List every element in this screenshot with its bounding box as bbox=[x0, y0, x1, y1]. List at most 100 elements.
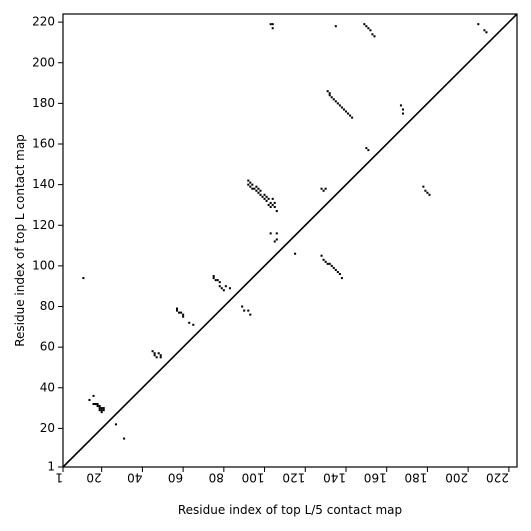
contact-point bbox=[249, 313, 252, 316]
contact-point bbox=[365, 147, 368, 150]
contact-point bbox=[336, 270, 339, 273]
contact-point bbox=[175, 307, 179, 310]
contact-point bbox=[344, 110, 348, 113]
y-tick-label: 220 bbox=[32, 15, 55, 29]
contact-point bbox=[324, 187, 327, 190]
contact-point bbox=[363, 23, 366, 26]
contact-point bbox=[271, 23, 274, 26]
contact-point bbox=[271, 203, 274, 206]
contact-point bbox=[228, 287, 231, 290]
contact-point bbox=[275, 210, 278, 213]
contact-point bbox=[328, 92, 331, 95]
contact-point bbox=[253, 187, 256, 190]
contact-point bbox=[180, 311, 183, 314]
x-tick-label: 80 bbox=[209, 471, 224, 485]
contact-point bbox=[102, 409, 105, 412]
contact-point bbox=[98, 409, 101, 412]
contact-point bbox=[349, 114, 352, 117]
contact-point bbox=[332, 98, 335, 101]
x-tick-label: 200 bbox=[445, 471, 468, 485]
contact-point bbox=[96, 405, 99, 408]
contact-point bbox=[212, 277, 215, 280]
contact-point bbox=[265, 199, 268, 202]
contact-point bbox=[259, 193, 262, 196]
contact-point bbox=[100, 411, 103, 414]
contact-point bbox=[373, 35, 376, 38]
contact-point bbox=[326, 90, 329, 93]
x-tick-label: 100 bbox=[242, 471, 265, 485]
contact-point bbox=[428, 193, 431, 196]
contact-point bbox=[218, 281, 221, 284]
contact-point bbox=[269, 201, 272, 204]
contact-point bbox=[257, 191, 260, 194]
contact-point bbox=[332, 266, 335, 269]
contact-point bbox=[328, 94, 331, 97]
contact-point bbox=[275, 238, 278, 241]
contact-point bbox=[294, 252, 297, 255]
contact-point bbox=[371, 33, 374, 36]
y-tick-label: 200 bbox=[32, 55, 55, 69]
contact-point bbox=[338, 273, 341, 276]
x-tick-label: 40 bbox=[127, 471, 142, 485]
x-tick-label: 120 bbox=[282, 471, 305, 485]
contact-point bbox=[369, 29, 372, 32]
contact-point bbox=[271, 27, 274, 30]
contact-point bbox=[330, 264, 333, 267]
y-tick-label: 160 bbox=[32, 137, 55, 151]
contact-point bbox=[483, 29, 486, 32]
contact-point bbox=[151, 350, 154, 353]
contact-point bbox=[88, 398, 91, 401]
contact-point bbox=[82, 277, 85, 280]
contact-point bbox=[192, 323, 195, 326]
contact-point bbox=[367, 149, 370, 152]
contact-point bbox=[340, 106, 343, 109]
contact-point bbox=[265, 195, 268, 198]
contact-point bbox=[255, 185, 258, 188]
contact-point bbox=[485, 31, 488, 34]
contact-point bbox=[255, 189, 258, 192]
contact-point bbox=[102, 407, 105, 410]
contact-point bbox=[98, 407, 101, 410]
contact-point bbox=[263, 197, 266, 200]
y-axis-label: Residue index of top L contact map bbox=[13, 134, 27, 347]
contact-point bbox=[263, 193, 266, 196]
contact-point bbox=[153, 354, 156, 357]
contact-point bbox=[247, 309, 250, 312]
contact-point bbox=[188, 321, 191, 324]
contact-point bbox=[326, 262, 329, 265]
contact-point bbox=[96, 403, 99, 406]
contact-point bbox=[322, 189, 325, 192]
contact-point bbox=[155, 356, 158, 359]
contact-point bbox=[241, 305, 244, 308]
contact-point bbox=[401, 108, 405, 111]
contact-point bbox=[224, 285, 227, 288]
contact-point bbox=[267, 203, 270, 206]
plot-frame bbox=[62, 13, 518, 468]
contact-point bbox=[251, 183, 254, 186]
x-tick-label: 160 bbox=[364, 471, 387, 485]
contact-point bbox=[273, 205, 276, 208]
contact-point bbox=[351, 116, 354, 119]
y-tick-label: 80 bbox=[40, 299, 55, 313]
contact-point bbox=[178, 311, 181, 314]
contact-point bbox=[175, 309, 179, 312]
contact-point bbox=[157, 352, 160, 355]
contact-point bbox=[424, 189, 427, 192]
contact-point bbox=[159, 356, 162, 359]
x-tick-label: 140 bbox=[323, 471, 346, 485]
contact-point bbox=[153, 352, 156, 355]
contact-point bbox=[92, 403, 95, 406]
contact-point bbox=[334, 25, 337, 28]
contact-point bbox=[269, 23, 272, 26]
contact-point bbox=[251, 187, 254, 190]
contact-point bbox=[261, 195, 264, 198]
contact-point bbox=[338, 104, 341, 107]
contact-point bbox=[100, 407, 103, 410]
y-tick-label: 140 bbox=[32, 177, 55, 191]
contact-point bbox=[273, 240, 276, 243]
contact-point bbox=[275, 232, 278, 235]
contact-point bbox=[477, 23, 480, 26]
contact-point bbox=[269, 205, 272, 208]
